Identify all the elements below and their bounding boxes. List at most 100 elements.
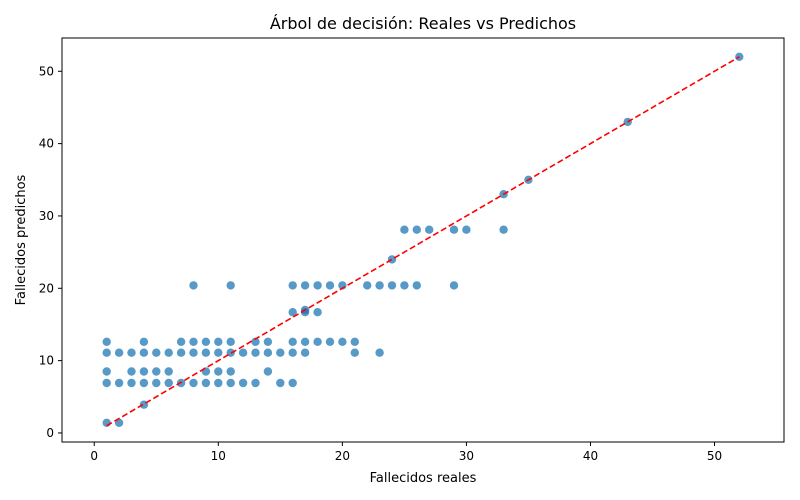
data-point — [288, 308, 297, 317]
reference-line — [106, 56, 740, 427]
data-point — [251, 337, 260, 346]
data-point — [102, 378, 111, 388]
x-axis: 0 10 20 30 40 50 — [90, 442, 722, 463]
data-point — [363, 281, 372, 290]
data-point — [313, 281, 322, 290]
data-point — [152, 378, 161, 388]
plot-area — [102, 52, 744, 427]
data-point — [263, 367, 273, 376]
data-point — [139, 337, 149, 346]
data-point — [499, 225, 508, 234]
data-point — [164, 378, 173, 388]
y-tick-label: 30 — [39, 209, 54, 223]
data-point — [114, 418, 124, 427]
data-point — [201, 348, 211, 357]
data-point — [176, 348, 186, 357]
data-point — [288, 337, 297, 346]
data-point — [350, 348, 359, 357]
data-point — [102, 367, 111, 376]
data-point — [276, 378, 285, 388]
data-point — [251, 378, 260, 388]
data-point — [412, 281, 421, 290]
data-point — [425, 225, 434, 234]
data-point — [449, 281, 459, 290]
x-axis-label: Fallecidos reales — [370, 471, 477, 486]
data-point — [300, 348, 310, 357]
data-point — [201, 337, 211, 346]
data-point — [214, 337, 223, 346]
plot-frame — [61, 37, 785, 443]
data-point — [400, 281, 409, 290]
data-point — [288, 378, 297, 388]
x-tick-label: 0 — [90, 449, 98, 463]
data-point — [214, 367, 223, 376]
data-point — [214, 378, 223, 388]
data-point — [263, 348, 273, 357]
data-point — [251, 348, 260, 357]
data-point — [263, 337, 273, 346]
data-point — [338, 337, 347, 346]
data-point — [412, 225, 421, 234]
data-point — [189, 337, 198, 346]
y-tick-label: 0 — [46, 426, 54, 440]
data-point — [214, 348, 223, 357]
data-point — [201, 378, 211, 388]
y-axis: 0 10 20 30 40 50 — [39, 64, 62, 440]
data-point — [375, 348, 384, 357]
x-tick-label: 30 — [459, 449, 474, 463]
y-axis-label: Fallecidos predichos — [14, 174, 29, 305]
data-point — [127, 378, 136, 388]
data-point — [449, 225, 459, 234]
data-point — [288, 281, 297, 290]
y-tick-label: 20 — [39, 281, 54, 295]
data-point — [300, 337, 310, 346]
data-point — [102, 337, 111, 346]
data-point — [462, 225, 471, 234]
data-point — [114, 348, 124, 357]
data-point — [139, 378, 149, 388]
data-point — [176, 337, 186, 346]
data-point — [139, 348, 149, 357]
data-point — [226, 378, 235, 388]
data-point — [387, 255, 397, 264]
x-tick-label: 10 — [211, 449, 226, 463]
data-point — [139, 367, 149, 376]
data-point — [350, 337, 359, 346]
data-point — [238, 348, 248, 357]
y-tick-label: 10 — [39, 354, 54, 368]
data-point — [189, 281, 198, 290]
data-point — [152, 348, 161, 357]
data-point — [276, 348, 285, 357]
data-point — [127, 367, 136, 376]
chart-title: Árbol de decisión: Reales vs Predichos — [270, 14, 576, 33]
data-point — [152, 367, 161, 376]
data-point — [300, 281, 310, 290]
data-point — [325, 281, 335, 290]
data-point — [238, 378, 248, 388]
data-point — [313, 308, 322, 317]
data-point — [226, 367, 235, 376]
data-point — [189, 378, 198, 388]
data-point — [387, 281, 397, 290]
x-tick-label: 50 — [707, 449, 722, 463]
y-tick-label: 40 — [39, 137, 54, 151]
data-point — [288, 348, 297, 357]
data-point — [226, 281, 235, 290]
data-point — [102, 348, 111, 357]
y-tick-label: 50 — [39, 64, 54, 78]
data-point — [400, 225, 409, 234]
data-point — [325, 337, 335, 346]
data-point — [114, 378, 124, 388]
data-point — [201, 367, 211, 376]
data-point — [164, 348, 173, 357]
data-point — [127, 348, 136, 357]
data-point — [375, 281, 384, 290]
data-point — [164, 367, 173, 376]
x-tick-label: 40 — [583, 449, 598, 463]
data-point — [226, 337, 235, 346]
data-point — [226, 348, 235, 357]
data-point — [313, 337, 322, 346]
data-point — [189, 348, 198, 357]
x-tick-label: 20 — [335, 449, 350, 463]
